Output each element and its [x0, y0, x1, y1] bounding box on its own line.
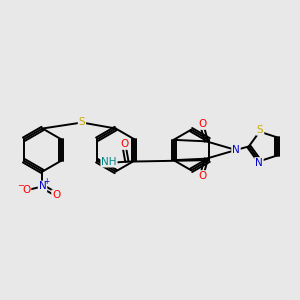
Text: N: N — [232, 145, 240, 155]
Text: −: − — [17, 181, 25, 190]
Text: N: N — [255, 158, 263, 168]
Text: O: O — [22, 185, 31, 195]
Text: N: N — [39, 182, 46, 191]
Text: +: + — [44, 177, 50, 186]
Text: O: O — [199, 119, 207, 129]
Text: O: O — [52, 190, 60, 200]
Text: NH: NH — [101, 157, 117, 166]
Text: S: S — [257, 125, 263, 135]
Text: O: O — [199, 171, 207, 181]
Text: O: O — [120, 139, 129, 149]
Text: S: S — [79, 117, 85, 127]
